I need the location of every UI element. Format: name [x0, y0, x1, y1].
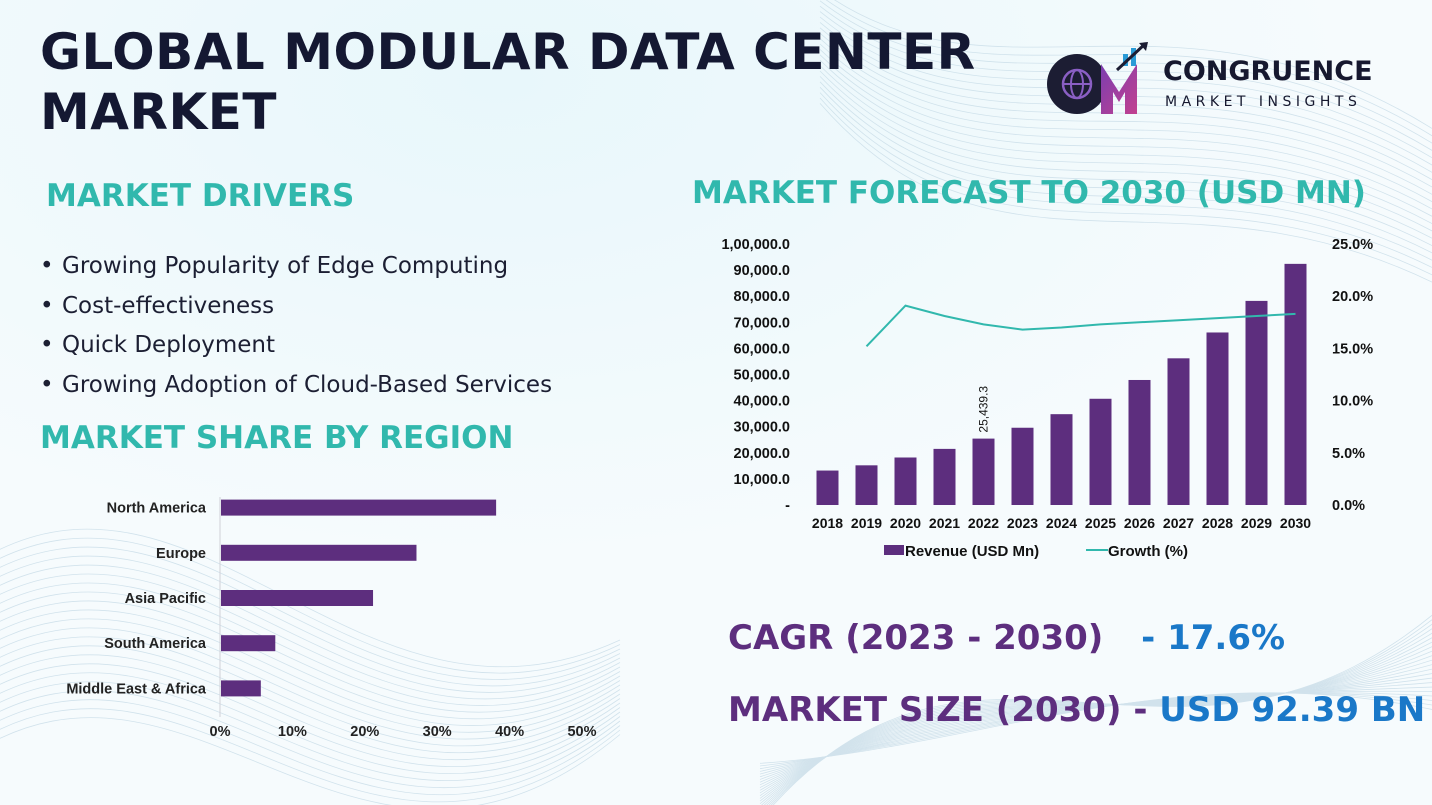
forecast-x-tick: 2028 [1202, 515, 1233, 531]
title-line-2: MARKET [40, 83, 277, 141]
region-x-tick: 20% [350, 724, 379, 740]
region-bar [221, 590, 374, 606]
forecast-x-tick: 2027 [1163, 515, 1194, 531]
revenue-bar [972, 438, 995, 505]
company-logo: CONGRUENCE MARKET INSIGHTS [1045, 40, 1405, 120]
drivers-list: • Growing Popularity of Edge Computing • C… [40, 250, 552, 408]
cagr-stat: CAGR (2023 - 2030) - 17.6% [728, 618, 1285, 658]
forecast-y-left-tick: 10,000.0 [734, 472, 790, 488]
region-x-tick: 0% [210, 724, 231, 740]
forecast-heading: MARKET FORECAST TO 2030 (USD MN) [692, 175, 1366, 211]
forecast-y-left-tick: 20,000.0 [734, 446, 790, 462]
driver-item: • Growing Adoption of Cloud-Based Service… [40, 371, 553, 398]
forecast-y-left-tick: 50,000.0 [734, 368, 790, 384]
region-x-tick: 10% [278, 724, 307, 740]
page-title: GLOBAL MODULAR DATA CENTER MARKET [40, 22, 1000, 142]
forecast-x-tick: 2019 [851, 515, 882, 531]
forecast-y-left-tick: 90,000.0 [734, 263, 790, 279]
forecast-x-tick: 2025 [1085, 515, 1116, 531]
region-label: Asia Pacific [125, 591, 206, 607]
forecast-x-tick: 2026 [1124, 515, 1155, 531]
region-bar [221, 680, 261, 697]
revenue-bar [894, 457, 917, 505]
forecast-y-left-tick: 60,000.0 [734, 341, 790, 357]
revenue-bar [1284, 263, 1307, 505]
title-line-1: GLOBAL MODULAR DATA CENTER [40, 23, 976, 81]
legend-growth-label: Growth (%) [1108, 543, 1188, 560]
forecast-x-tick: 2021 [929, 515, 960, 531]
forecast-y-right-tick: 10.0% [1332, 394, 1373, 410]
forecast-x-tick: 2023 [1007, 515, 1038, 531]
forecast-y-right-tick: 15.0% [1332, 341, 1373, 357]
forecast-x-tick: 2022 [968, 515, 999, 531]
drivers-heading: MARKET DRIVERS [46, 178, 355, 214]
legend-revenue-swatch [884, 545, 904, 555]
region-bar [221, 499, 497, 516]
region-label: North America [107, 501, 207, 517]
cagr-value: - 17.6% [1141, 618, 1286, 658]
driver-item: • Quick Deployment [40, 332, 276, 358]
revenue-bar [1245, 300, 1268, 505]
forecast-y-left-tick: 40,000.0 [734, 394, 790, 410]
revenue-bar [1206, 332, 1229, 505]
legend-revenue-label: Revenue (USD Mn) [905, 543, 1039, 560]
forecast-x-tick: 2024 [1046, 515, 1077, 531]
revenue-bar [1128, 379, 1151, 505]
growth-line [865, 304, 1296, 347]
region-label: Middle East & Africa [66, 681, 207, 697]
driver-item: • Growing Popularity of Edge Computing [40, 253, 509, 279]
logo-name: CONGRUENCE [1163, 56, 1373, 87]
forecast-x-tick: 2029 [1241, 515, 1272, 531]
forecast-y-left-tick: 70,000.0 [734, 315, 790, 331]
revenue-bar [933, 448, 956, 505]
forecast-x-tick: 2018 [812, 515, 843, 531]
revenue-bar [1167, 358, 1190, 505]
forecast-x-tick: 2030 [1280, 515, 1311, 531]
revenue-bar [1011, 427, 1034, 505]
region-bar [221, 544, 417, 561]
forecast-y-right-tick: 5.0% [1332, 446, 1365, 462]
driver-item: • Cost-effectiveness [40, 292, 275, 319]
logo-subtitle: MARKET INSIGHTS [1165, 94, 1362, 110]
region-x-tick: 50% [567, 724, 596, 740]
region-x-tick: 30% [423, 724, 452, 740]
region-label: South America [104, 636, 207, 652]
revenue-bar [816, 470, 839, 505]
forecast-y-right-tick: 25.0% [1332, 237, 1373, 253]
cagr-label: CAGR (2023 - 2030) [728, 618, 1104, 658]
forecast-y-right-tick: 0.0% [1332, 498, 1365, 514]
forecast-y-left-tick: 30,000.0 [734, 420, 790, 436]
forecast-chart: - 10,000.0 20,000.0 30,000.0 40,000.0 50,000.… [721, 237, 1373, 560]
logo-mark-icon [1047, 42, 1148, 114]
forecast-x-tick: 2020 [890, 515, 921, 531]
region-x-tick: 40% [495, 724, 524, 740]
region-share-chart: North America Europe Asia Pacific South Ame… [66, 497, 597, 740]
revenue-data-label: 25,439.3 [977, 386, 991, 433]
market-size-stat: MARKET SIZE (2030) - USD 92.39 BN [728, 690, 1425, 730]
revenue-bar [1050, 414, 1073, 505]
region-bar [221, 635, 276, 652]
revenue-bar [855, 465, 878, 505]
region-heading: MARKET SHARE BY REGION [40, 420, 514, 456]
market-size-value: USD 92.39 BN [1159, 690, 1426, 730]
forecast-y-left-tick: 1,00,000.0 [721, 237, 790, 253]
forecast-y-left-tick: - [785, 498, 790, 514]
market-size-label: MARKET SIZE (2030) - [728, 690, 1148, 730]
forecast-y-right-tick: 20.0% [1332, 289, 1373, 305]
forecast-y-left-tick: 80,000.0 [734, 289, 790, 305]
region-label: Europe [156, 546, 206, 562]
revenue-bar [1089, 398, 1112, 505]
